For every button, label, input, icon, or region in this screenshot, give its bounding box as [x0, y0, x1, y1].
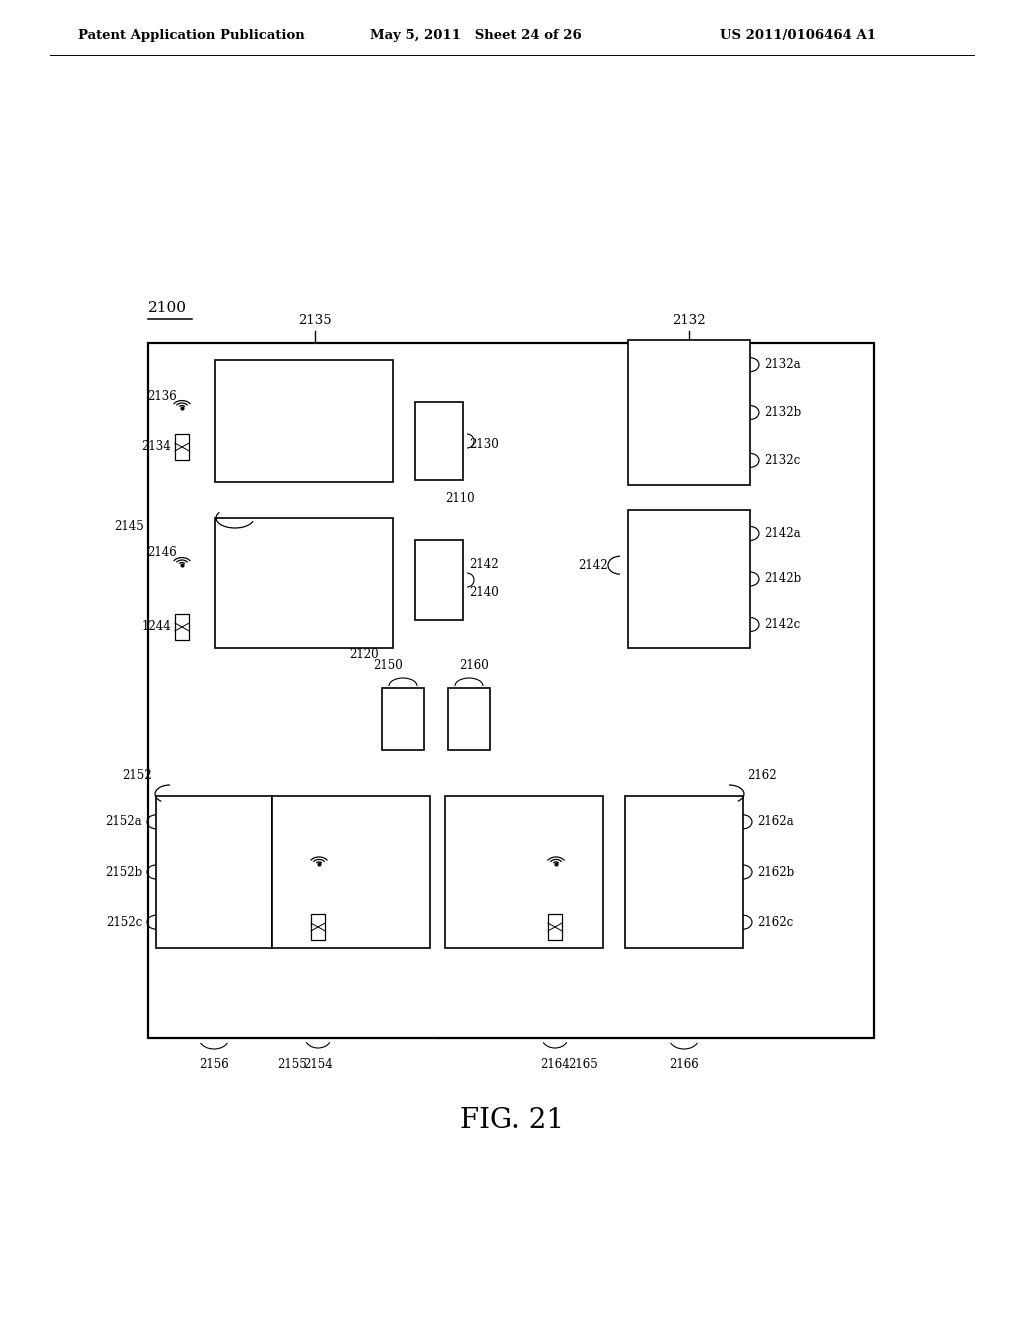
Bar [449, 688, 490, 750]
Text: 2110: 2110 [445, 491, 475, 504]
Text: 2142: 2142 [469, 557, 499, 570]
Text: 2166: 2166 [669, 1059, 698, 1071]
Bar [415, 403, 463, 480]
Text: 2152: 2152 [123, 770, 152, 781]
Text: 2142c: 2142c [764, 618, 800, 631]
Text: 2130: 2130 [469, 438, 499, 451]
Text: 2162c: 2162c [757, 916, 794, 929]
Text: 2152c: 2152c [105, 916, 142, 929]
Text: 2140: 2140 [469, 586, 499, 598]
Text: 2152a: 2152a [105, 816, 142, 829]
Text: 2156: 2156 [199, 1059, 229, 1071]
Text: 2142b: 2142b [764, 573, 801, 586]
Bar [148, 343, 874, 1038]
Bar [382, 688, 424, 750]
Text: 2155: 2155 [278, 1059, 307, 1071]
Text: 2132a: 2132a [764, 358, 801, 371]
Text: 2165: 2165 [568, 1059, 598, 1071]
Text: 2136: 2136 [147, 389, 177, 403]
Bar [415, 540, 463, 620]
Text: May 5, 2011   Sheet 24 of 26: May 5, 2011 Sheet 24 of 26 [370, 29, 582, 41]
Text: Patent Application Publication: Patent Application Publication [78, 29, 305, 41]
Text: 2154: 2154 [303, 1059, 333, 1071]
Text: 2152b: 2152b [104, 866, 142, 879]
Text: 2132c: 2132c [764, 454, 800, 467]
Text: 2160: 2160 [459, 659, 488, 672]
Bar [445, 796, 603, 948]
Text: 2120: 2120 [349, 648, 379, 661]
Text: 2150: 2150 [373, 659, 402, 672]
Bar [272, 796, 430, 948]
Text: 2135: 2135 [298, 314, 332, 327]
Bar [175, 434, 189, 459]
Bar [215, 517, 393, 648]
Text: 2132: 2132 [672, 314, 706, 327]
Bar [628, 341, 750, 484]
Text: 2100: 2100 [148, 301, 187, 315]
Text: 2162a: 2162a [757, 816, 794, 829]
Text: 2132b: 2132b [764, 407, 801, 418]
Bar [548, 913, 562, 940]
Text: 2142: 2142 [579, 558, 608, 572]
Text: 2145: 2145 [115, 520, 144, 532]
Text: 2164: 2164 [540, 1059, 570, 1071]
Text: 2146: 2146 [147, 546, 177, 560]
Bar [175, 614, 189, 640]
Text: 2162b: 2162b [757, 866, 795, 879]
Text: US 2011/0106464 A1: US 2011/0106464 A1 [720, 29, 876, 41]
Text: 1244: 1244 [141, 620, 171, 634]
Bar [625, 796, 743, 948]
Bar [215, 360, 393, 482]
Text: 2142a: 2142a [764, 527, 801, 540]
Text: 2134: 2134 [141, 441, 171, 454]
Bar [311, 913, 325, 940]
Text: FIG. 21: FIG. 21 [460, 1106, 564, 1134]
Bar [628, 510, 750, 648]
Bar [156, 796, 272, 948]
Text: 2162: 2162 [746, 770, 776, 781]
